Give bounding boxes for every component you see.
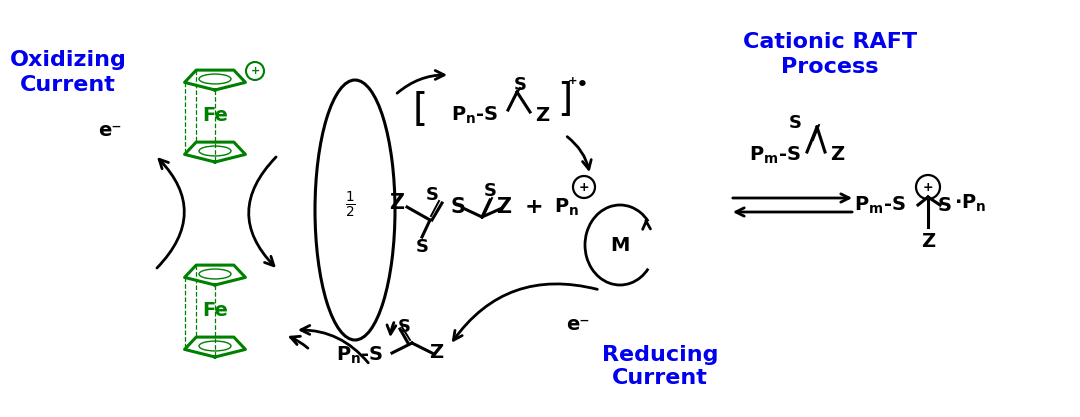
Text: Current: Current	[21, 75, 116, 95]
Text: Fe: Fe	[202, 301, 228, 319]
Text: e⁻: e⁻	[566, 316, 590, 334]
Text: +: +	[579, 181, 590, 193]
Text: Z: Z	[829, 145, 845, 163]
Text: +: +	[251, 66, 259, 76]
Text: $\mathbf{P_n}$-S: $\mathbf{P_n}$-S	[336, 344, 383, 366]
Text: $\frac{1}{2}$: $\frac{1}{2}$	[345, 190, 355, 220]
Text: $\mathbf{P_n}$: $\mathbf{P_n}$	[554, 196, 580, 218]
Text: Z: Z	[535, 106, 549, 125]
Text: ⁺•: ⁺•	[567, 76, 589, 94]
FancyArrowPatch shape	[397, 70, 444, 93]
FancyArrowPatch shape	[567, 137, 591, 169]
FancyArrowPatch shape	[291, 336, 308, 348]
FancyArrowPatch shape	[157, 159, 185, 268]
Text: +: +	[922, 181, 933, 193]
Text: Z: Z	[429, 342, 443, 362]
Text: [: [	[413, 91, 428, 129]
Text: Cationic RAFT: Cationic RAFT	[743, 32, 917, 52]
Text: ]: ]	[557, 81, 572, 119]
Text: Z: Z	[497, 197, 512, 217]
Text: Oxidizing: Oxidizing	[10, 50, 126, 70]
Text: S: S	[450, 197, 465, 217]
Text: S: S	[484, 182, 497, 200]
Text: S: S	[426, 186, 438, 204]
Text: Fe: Fe	[202, 106, 228, 125]
Text: S: S	[939, 196, 951, 214]
Text: S: S	[513, 76, 527, 94]
Text: S: S	[788, 114, 801, 132]
Text: $\mathbf{P_m}$-S: $\mathbf{P_m}$-S	[750, 144, 801, 166]
Text: $\mathbf{P_m}$-S: $\mathbf{P_m}$-S	[854, 194, 906, 216]
Text: S: S	[416, 238, 429, 256]
Text: e⁻: e⁻	[98, 121, 122, 140]
Text: $\mathbf{\cdot P_n}$: $\mathbf{\cdot P_n}$	[954, 192, 986, 214]
FancyArrowPatch shape	[387, 322, 395, 334]
Text: +: +	[525, 197, 543, 217]
Text: Reducing: Reducing	[602, 345, 718, 365]
FancyArrowPatch shape	[301, 326, 368, 363]
FancyArrowPatch shape	[454, 284, 597, 340]
Text: S: S	[397, 318, 410, 336]
Text: M: M	[610, 236, 630, 254]
Text: Z: Z	[390, 193, 405, 213]
FancyArrowPatch shape	[248, 157, 276, 266]
Text: Z: Z	[921, 231, 935, 251]
Text: Process: Process	[781, 57, 879, 77]
Text: $\mathbf{P_n}$-S: $\mathbf{P_n}$-S	[451, 104, 499, 126]
Text: Current: Current	[612, 368, 707, 388]
